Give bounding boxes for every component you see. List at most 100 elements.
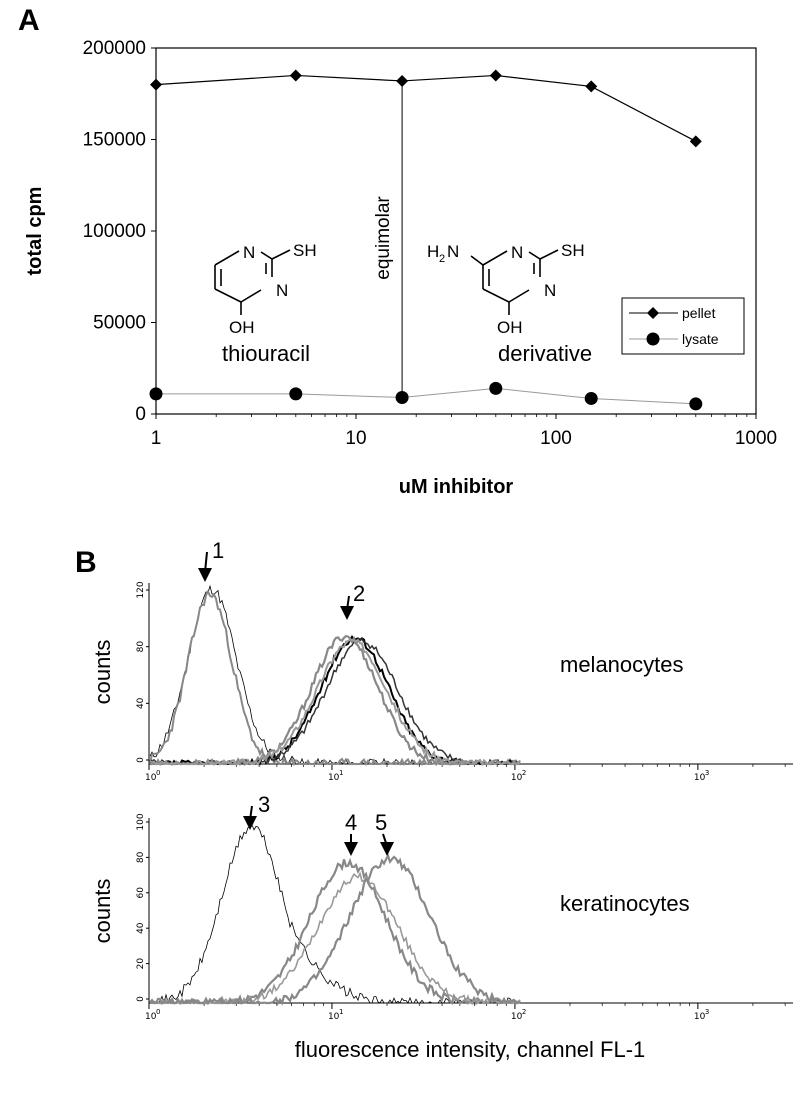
cell-type-label: melanocytes	[560, 652, 684, 677]
counts-label: counts	[90, 640, 115, 705]
panel-a-chart: 0 50000 100000 150000 200000 1 10 100 1000 tota…	[24, 38, 777, 498]
y-tick-label: 150000	[83, 130, 146, 151]
x-axis-ticks: 1 10 100 1000	[151, 414, 777, 449]
arrow-5: 5	[375, 810, 394, 856]
y-axis-ticks: 0 50000 100000 150000 200000	[83, 38, 156, 425]
x-tick-label: 1000	[735, 428, 777, 449]
pellet-marker	[150, 78, 162, 91]
y-tick-label: 0	[136, 757, 146, 763]
derivative-h2n-h: H	[427, 242, 439, 261]
x-tick-exponent: 1	[339, 1008, 343, 1016]
pellet-marker	[489, 69, 502, 82]
x-tick-label: 10	[345, 428, 366, 449]
thiouracil-n1: N	[243, 243, 255, 262]
arrow-4: 4	[344, 810, 358, 856]
arrow-2-label: 2	[353, 581, 365, 606]
curve-sample-3	[150, 634, 521, 767]
arrow-4-label: 4	[345, 810, 357, 835]
derivative-structure	[470, 249, 559, 315]
equimolar-label: equimolar	[373, 196, 394, 280]
y-axis-title: total cpm	[24, 187, 46, 276]
y-tick-label: 80	[136, 641, 146, 653]
derivative-n1: N	[511, 243, 523, 262]
x-tick-exponent: 3	[705, 769, 709, 777]
derivative-oh: OH	[497, 318, 523, 337]
arrow-1: 1	[198, 538, 224, 582]
panel-b-letter: B	[75, 546, 97, 579]
curve-control-2	[149, 589, 520, 767]
thiouracil-structure	[214, 249, 291, 315]
lysate-marker	[289, 387, 303, 401]
y-tick-label: 0	[135, 404, 146, 425]
derivative-sh: SH	[561, 241, 585, 260]
y-tick-label: 120	[136, 581, 146, 598]
x-tick-exponent: 2	[522, 1008, 526, 1016]
pellet-marker	[585, 80, 598, 93]
legend-pellet-marker	[647, 307, 659, 319]
derivative-h2n-n: N	[447, 242, 459, 261]
legend-lysate-marker	[646, 332, 660, 346]
arrow-5-label: 5	[375, 810, 387, 835]
x-tick-label: 10	[694, 1012, 706, 1022]
x-tick-exponent: 0	[156, 1008, 160, 1016]
arrow-1-label: 1	[212, 538, 224, 563]
y-tick-label: 50000	[93, 313, 146, 334]
pellet-marker	[289, 69, 302, 82]
x-axis-title: uM inhibitor	[399, 476, 514, 498]
y-tick-label: 80	[136, 851, 146, 863]
pellet-marker	[689, 135, 702, 148]
y-tick-label: 0	[136, 996, 146, 1002]
x-tick-label: 10	[511, 1012, 523, 1022]
y-tick-label: 40	[136, 697, 146, 709]
x-tick-exponent: 0	[156, 769, 160, 777]
arrow-3-label: 3	[258, 792, 270, 817]
y-axis-ticks: 0 40 80 120	[136, 581, 149, 763]
derivative-h2n-sub: 2	[439, 253, 445, 265]
x-tick-label: 1	[151, 428, 162, 449]
x-tick-label: 10	[328, 1012, 340, 1022]
x-tick-exponent: 3	[705, 1008, 709, 1016]
curve-treated-5	[149, 853, 520, 1006]
x-axis-title: fluorescence intensity, channel FL-1	[295, 1037, 646, 1062]
panel-a-letter: A	[18, 4, 40, 37]
x-tick-label: 10	[511, 773, 523, 783]
cell-type-label: keratinocytes	[560, 891, 690, 916]
lysate-line	[156, 387, 696, 405]
counts-label: counts	[90, 879, 115, 944]
x-tick-exponent: 1	[339, 769, 343, 777]
x-tick-label: 100	[540, 428, 572, 449]
thiouracil-n3: N	[276, 281, 288, 300]
x-tick-label: 10	[145, 773, 157, 783]
x-axis-ticks: 10 0 10 1 10 2 10 3	[145, 764, 786, 783]
histogram-curves	[149, 584, 521, 767]
curve-control-1	[149, 584, 521, 765]
curve-sample-4	[149, 638, 521, 766]
x-axis-ticks: 10 0 10 1 10 2 10 3	[145, 1003, 786, 1022]
legend: pellet lysate	[621, 297, 745, 355]
lysate-marker	[689, 397, 703, 411]
y-tick-label: 100	[136, 813, 146, 830]
lysate-marker	[149, 387, 163, 401]
y-tick-label: 60	[136, 887, 146, 899]
y-tick-label: 100000	[83, 221, 146, 242]
pellet-line	[155, 74, 697, 142]
x-tick-label: 10	[694, 773, 706, 783]
thiouracil-oh: OH	[229, 318, 255, 337]
y-tick-label: 200000	[83, 38, 146, 59]
derivative-label: derivative	[498, 341, 592, 366]
x-tick-exponent: 2	[522, 769, 526, 777]
thiouracil-label: thiouracil	[222, 341, 310, 366]
arrow-3: 3	[243, 792, 270, 830]
derivative-n3: N	[544, 281, 556, 300]
y-axis-ticks: 0 20 40 60 80 100	[136, 813, 149, 1002]
lysate-marker	[489, 381, 503, 395]
x-tick-label: 10	[328, 773, 340, 783]
y-tick-label: 20	[136, 958, 146, 970]
arrow-2: 2	[340, 581, 365, 620]
legend-box	[621, 297, 745, 355]
legend-lysate-label: lysate	[682, 331, 719, 347]
legend-pellet-label: pellet	[682, 305, 716, 321]
